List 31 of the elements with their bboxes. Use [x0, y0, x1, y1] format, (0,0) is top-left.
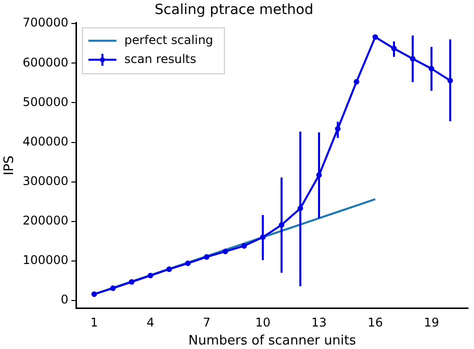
point: [128, 279, 134, 285]
point: [372, 34, 378, 40]
x-axis-title: Numbers of scanner units: [188, 334, 356, 349]
legend-label: perfect scaling: [124, 32, 214, 47]
x-tick-label: 1: [90, 315, 98, 330]
y-tick-label: 500000: [22, 94, 68, 109]
point: [166, 266, 172, 272]
y-tick-label: 400000: [22, 134, 68, 148]
x-tick-label: 13: [311, 315, 327, 330]
point: [110, 285, 116, 292]
y-tick-label: 600000: [22, 55, 68, 70]
point: [204, 254, 210, 260]
chart-title: Scaling ptrace method: [154, 2, 314, 18]
point: [354, 78, 360, 85]
y-tick-label: 700000: [22, 16, 68, 30]
legend-label: scan results: [124, 52, 196, 66]
y-tick-label: 300000: [22, 174, 68, 188]
point: [148, 272, 154, 278]
x-tick-label: 10: [255, 315, 270, 330]
x-tick-label: 19: [424, 315, 440, 330]
point: [241, 243, 247, 249]
point: [91, 291, 98, 297]
x-tick-label: 4: [146, 315, 154, 330]
point: [222, 248, 228, 254]
y-tick-label: 0: [60, 292, 68, 307]
y-axis-title: IPS: [2, 155, 18, 176]
y-tick-label: 100000: [22, 253, 68, 268]
x-tick-label: 7: [202, 315, 210, 330]
y-tick-label: 200000: [22, 213, 68, 228]
x-tick-label: 16: [368, 315, 383, 330]
point: [185, 260, 191, 266]
